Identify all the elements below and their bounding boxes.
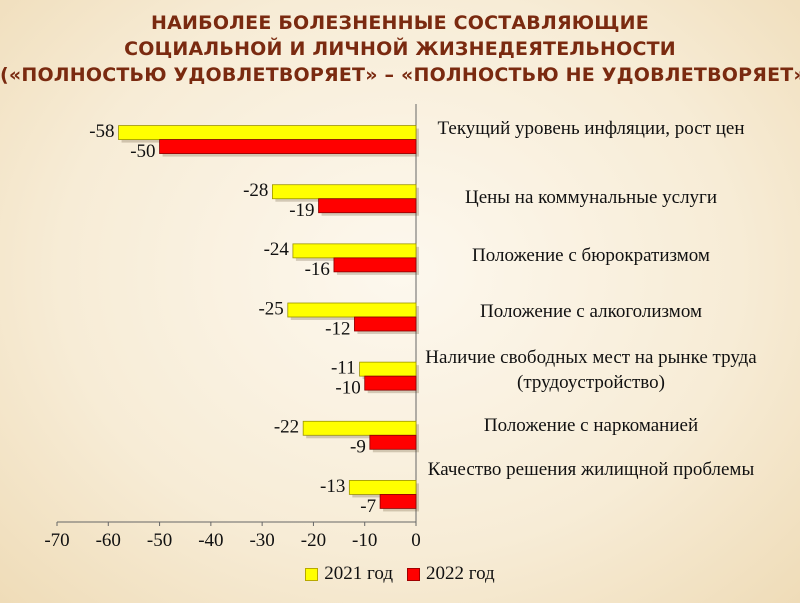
chart-title: НАИБОЛЕЕ БОЛЕЗНЕННЫЕ СОСТАВЛЯЮЩИЕ СОЦИАЛ… (0, 10, 800, 88)
bar-2022-3 (354, 316, 417, 332)
bar-2021-0 (118, 125, 417, 140)
bar-2022-5 (369, 434, 417, 450)
data-label-2022-5: -9 (350, 437, 366, 458)
bar-2021-6 (348, 480, 417, 495)
title-line-3: («ПОЛНОСТЬЮ УДОВЛЕТВОРЯЕТ» – «ПОЛНОСТЬЮ … (0, 64, 800, 86)
x-tick-label-3: -40 (198, 530, 223, 551)
x-tick-label-6: -10 (352, 530, 377, 551)
title-line-2: СОЦИАЛЬНОЙ И ЛИЧНОЙ ЖИЗНЕДЕЯТЕЛЬНОСТИ (124, 38, 676, 60)
bar-2021-5 (302, 420, 417, 436)
category-label-5: Положение с наркоманией (483, 415, 699, 436)
data-label-2022-3: -12 (325, 318, 350, 339)
bar-2022-1 (318, 198, 417, 214)
bar-2021-4 (359, 361, 417, 377)
data-label-2022-4: -10 (335, 378, 360, 399)
category-label-3: Положение с алкоголизмом (480, 301, 702, 322)
legend-swatch-2021 (305, 567, 319, 581)
legend-swatch-2022 (407, 567, 420, 581)
data-label-2021-4: -11 (331, 358, 356, 379)
category-label-4: Наличие свободных мест на рынке труда (т… (425, 347, 757, 393)
data-label-2022-6: -7 (360, 496, 376, 517)
data-label-2021-3: -25 (258, 298, 283, 319)
bar-2022-0 (159, 139, 417, 154)
bar-2022-6 (379, 494, 417, 509)
data-label-2021-1: -28 (243, 180, 268, 201)
x-tick-label-4: -30 (249, 530, 274, 551)
data-label-2021-2: -24 (264, 239, 290, 260)
category-label-0: Текущий уровень инфляции, рост цен (437, 118, 745, 139)
bar-2021-2 (292, 243, 417, 259)
title-line-1: НАИБОЛЕЕ БОЛЕЗНЕННЫЕ СОСТАВЛЯЮЩИЕ (151, 12, 649, 34)
legend-label-2021: 2021 год (324, 563, 393, 584)
category-label-6: Качество решения жилищной проблемы (427, 459, 755, 480)
legend-item-2022: 2022 год (407, 563, 495, 585)
x-tick-label-7: 0 (411, 530, 421, 551)
data-label-2021-5: -22 (274, 417, 299, 438)
bar-2022-2 (333, 257, 417, 273)
x-tick-label-5: -20 (301, 530, 326, 551)
bar-2022-4 (364, 375, 417, 391)
category-label-2: Положение с бюрократизмом (472, 245, 710, 266)
legend: 2021 год 2022 год (0, 563, 800, 585)
data-label-2022-0: -50 (130, 141, 155, 162)
x-tick-label-1: -60 (96, 530, 121, 551)
data-label-2022-2: -16 (305, 259, 330, 280)
bar-2021-1 (271, 184, 417, 200)
legend-label-2022: 2022 год (426, 563, 495, 584)
data-label-2022-1: -19 (289, 200, 314, 221)
bar-2021-3 (287, 302, 417, 318)
x-tick-label-2: -50 (147, 530, 172, 551)
x-tick-label-0: -70 (44, 530, 69, 551)
legend-item-2021: 2021 год (305, 563, 393, 585)
category-label-1: Цены на коммунальные услуги (464, 187, 718, 208)
data-label-2021-0: -58 (89, 121, 114, 142)
data-label-2021-6: -13 (320, 476, 345, 497)
